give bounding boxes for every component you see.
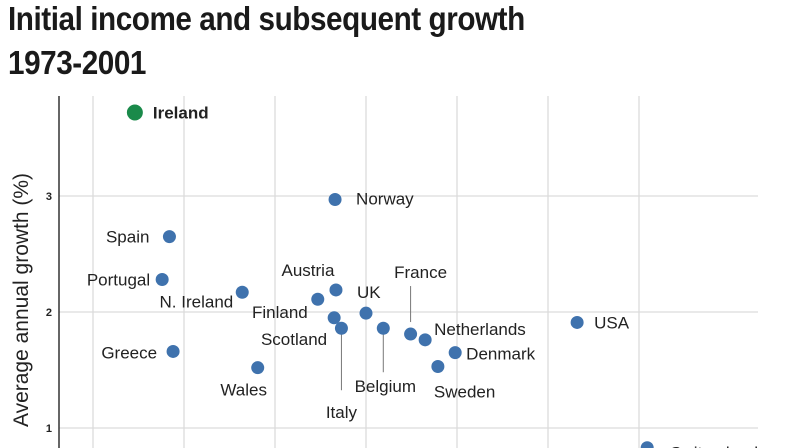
point-label: Scotland <box>261 330 327 349</box>
point-wales <box>251 361 265 375</box>
point-label: Wales <box>220 381 267 400</box>
point-label: Sweden <box>434 383 495 402</box>
grid <box>59 96 758 448</box>
point-label: Denmark <box>466 345 535 364</box>
point-finland <box>311 292 325 306</box>
point-ireland <box>126 104 143 121</box>
y-tick-label: 3 <box>46 191 52 203</box>
point-label: UK <box>357 283 381 302</box>
point-label: USA <box>594 313 630 332</box>
point-norway <box>328 192 342 206</box>
point-label: Norway <box>356 189 414 208</box>
point-label: France <box>394 263 447 282</box>
point-usa <box>570 315 584 329</box>
point-netherlands <box>418 333 432 347</box>
point-greece <box>166 344 180 358</box>
point-label: Italy <box>326 403 358 422</box>
point-label: Spain <box>106 228 149 247</box>
point-belgium <box>376 321 390 335</box>
point-label: N. Ireland <box>160 292 234 311</box>
point-label: Portugal <box>87 271 150 290</box>
point-n-ireland <box>235 285 249 299</box>
point-label: Netherlands <box>434 320 526 339</box>
point-uk <box>359 306 373 320</box>
y-tick-label: 1 <box>46 423 52 435</box>
point-label: Switzerland <box>670 444 758 448</box>
point-label: Greece <box>101 343 157 362</box>
point-scotland <box>327 311 341 325</box>
point-switzerland <box>640 441 654 448</box>
point-portugal <box>155 273 169 287</box>
point-italy <box>334 321 348 335</box>
chart-title-line2: 1973-2001 <box>8 44 146 81</box>
point-france <box>404 327 418 341</box>
point-austria <box>329 283 343 297</box>
point-denmark <box>448 346 462 360</box>
point-label: Finland <box>252 303 308 322</box>
y-ticks: 1 2 3 <box>46 191 52 435</box>
point-sweden <box>431 360 445 374</box>
point-label: Austria <box>282 261 335 280</box>
chart-title-line1: Initial income and subsequent growth <box>8 0 525 37</box>
point-label: Belgium <box>355 377 416 396</box>
y-tick-label: 2 <box>46 307 52 319</box>
points: Ireland Norway Spain Portugal N. Ireland Gree… <box>87 103 758 448</box>
point-spain <box>162 230 176 244</box>
y-axis-label: Average annual growth (%) <box>10 173 33 427</box>
point-label: Ireland <box>153 103 209 122</box>
